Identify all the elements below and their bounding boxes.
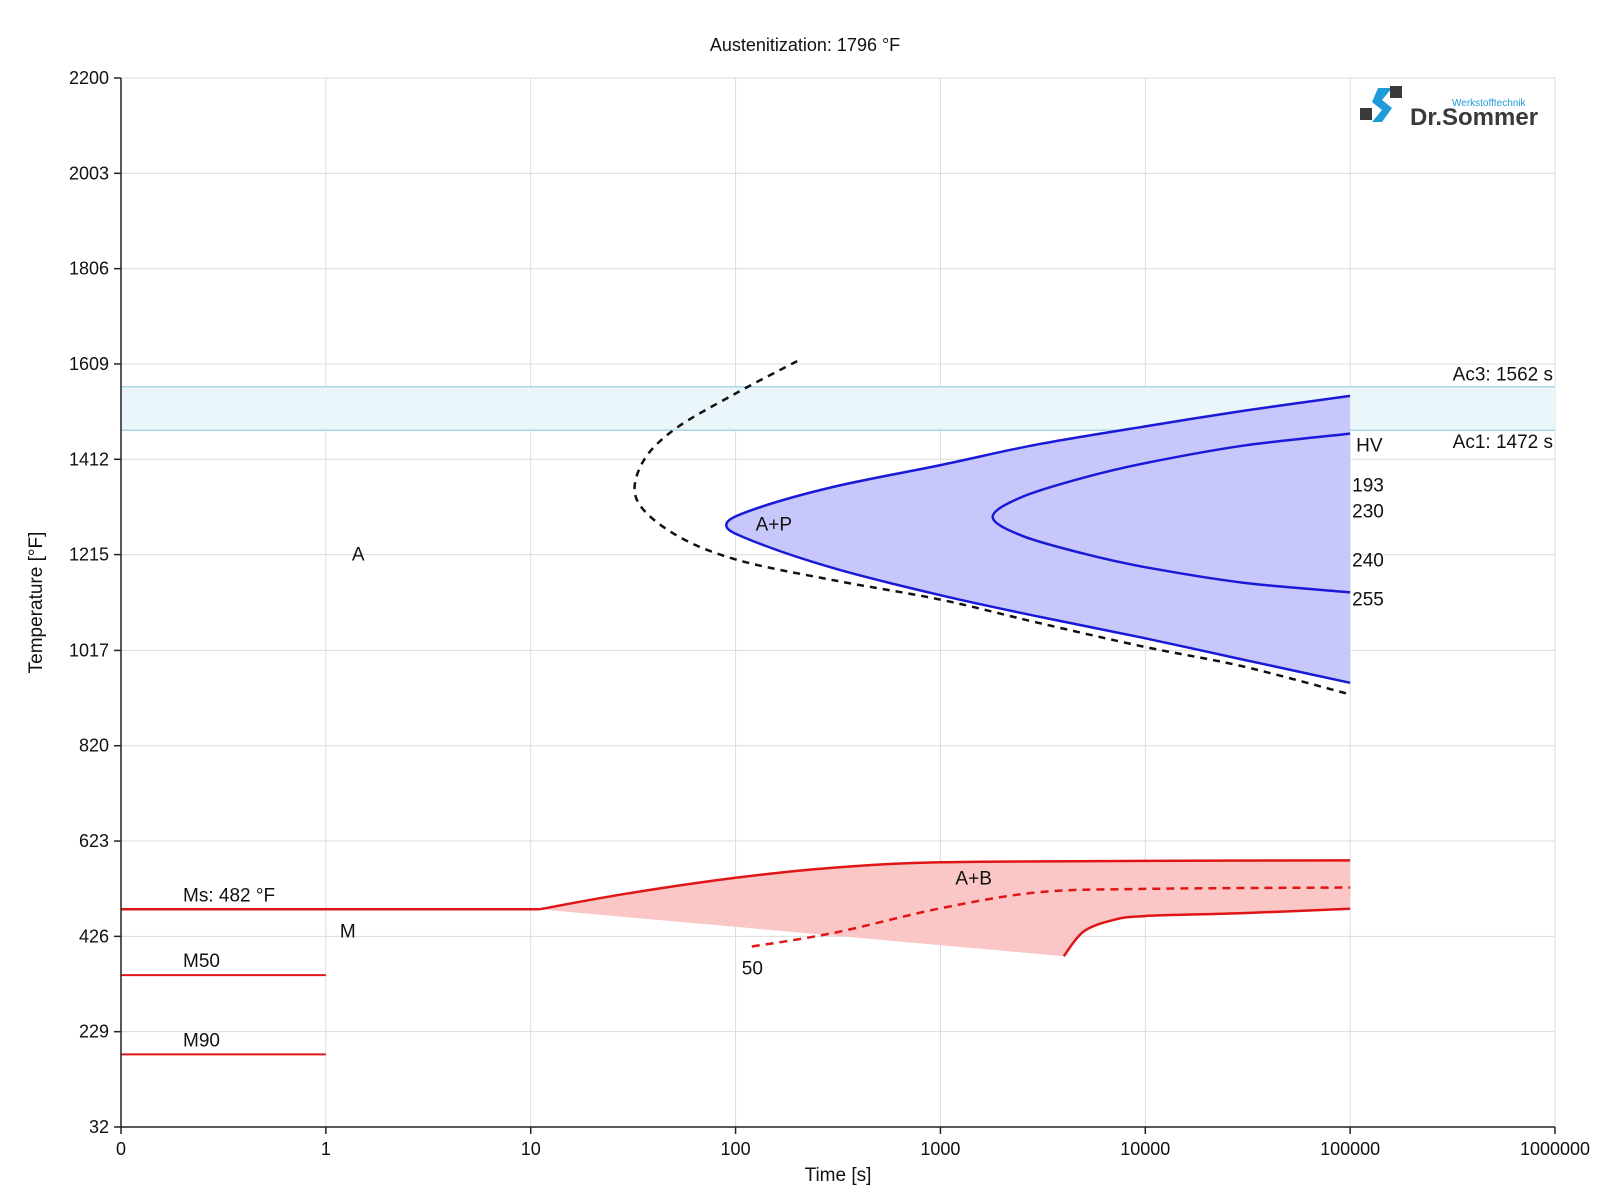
x-tick-label: 1000000 [1520, 1139, 1590, 1159]
y-tick-label: 1412 [69, 449, 109, 469]
hardness-header: HV [1356, 435, 1383, 456]
y-tick-label: 1609 [69, 354, 109, 374]
x-axis-title: Time [s] [805, 1165, 872, 1186]
ac3-label: Ac3: 1562 s [1453, 365, 1553, 386]
pearlite-finish-curve [991, 432, 1351, 594]
y-tick-label: 1017 [69, 640, 109, 660]
y-tick-label: 32 [89, 1117, 109, 1137]
chart-title: Austenitization: 1796 °F [710, 35, 900, 55]
bainite-region-label: A+B [955, 868, 991, 889]
ac1-label: Ac1: 1472 s [1453, 432, 1553, 453]
hardness-value: 230 [1352, 502, 1384, 523]
ms-label: Ms: 482 °F [183, 885, 275, 906]
y-tick-label: 2003 [69, 163, 109, 183]
hardness-value: 240 [1352, 550, 1384, 571]
bainite-50pct-curve [751, 886, 1351, 948]
y-tick-label: 623 [79, 831, 109, 851]
bainite-finish-curve [1062, 907, 1351, 957]
x-tick-label: 1000 [920, 1139, 960, 1159]
company-logo: Werkstofftechnik Dr.Sommer [1360, 84, 1550, 131]
axes: 0 1 10 100 1000 10000 100000 1000000 32 229 426 623… [26, 35, 1590, 1186]
transformation-regions [539, 395, 1351, 957]
y-tick-label: 2200 [69, 68, 109, 88]
y-tick-label: 426 [79, 926, 109, 946]
y-tick-label: 1806 [69, 259, 109, 279]
bainite-start-curve [538, 859, 1351, 911]
logo-title: Dr.Sommer [1410, 104, 1539, 131]
logo-mark-icon [1360, 86, 1402, 122]
logo-subtitle: Werkstofftechnik [1452, 98, 1526, 109]
transformation-lines [121, 359, 1351, 1056]
x-tick-label: 10000 [1120, 1139, 1170, 1159]
x-tick-label: 100 [721, 1139, 751, 1159]
y-tick-label: 1215 [69, 545, 109, 565]
pearlite-region-fill [726, 395, 1351, 683]
x-tick-label: 100000 [1320, 1139, 1380, 1159]
m50-label: M50 [183, 951, 220, 972]
pearlite-region-label: A+P [756, 514, 792, 535]
hardness-value: 255 [1352, 590, 1384, 611]
austenite-label: A [352, 545, 365, 566]
y-tick-label: 820 [79, 736, 109, 756]
hardness-value: 193 [1352, 475, 1384, 496]
bainite-50-label: 50 [742, 959, 763, 980]
annotations: 50 A+B Ms: 482 °F M50 M90 M A A+P HV 193 230 240 255… [183, 365, 1553, 1052]
martensite-region-label: M [340, 921, 356, 942]
m90-label: M90 [183, 1030, 220, 1051]
y-tick-label: 229 [79, 1022, 109, 1042]
pearlite-start-curve [724, 394, 1351, 685]
x-tick-label: 0 [116, 1139, 126, 1159]
y-axis-title: Temperature [°F] [26, 532, 47, 674]
pearlite-dashed-curve [633, 359, 1351, 696]
x-tick-label: 10 [521, 1139, 541, 1159]
x-tick-label: 1 [321, 1139, 331, 1159]
